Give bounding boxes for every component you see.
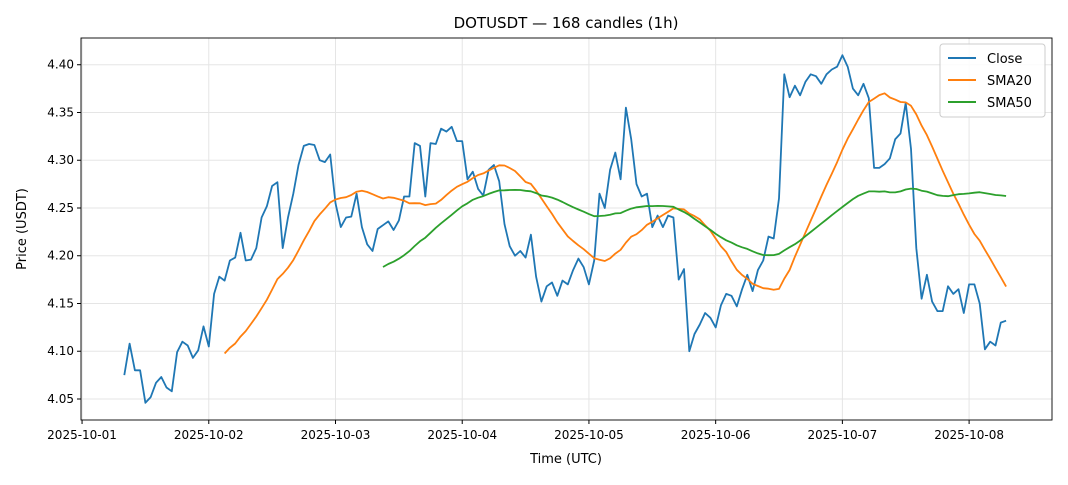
x-tick-label: 2025-10-05 <box>554 428 624 442</box>
series-lines <box>123 54 1007 404</box>
y-tick-label: 4.25 <box>47 201 74 215</box>
x-tick-label: 2025-10-01 <box>47 428 117 442</box>
x-tick-label: 2025-10-03 <box>301 428 371 442</box>
legend: Close SMA20 SMA50 <box>939 43 1046 118</box>
legend-label-sma50: SMA50 <box>987 96 1032 111</box>
x-tick-label: 2025-10-06 <box>681 428 751 442</box>
legend-label-close: Close <box>987 52 1022 67</box>
series-line-sma50 <box>382 187 1007 268</box>
y-tick-label: 4.20 <box>47 249 74 263</box>
y-tick-label: 4.15 <box>47 296 74 310</box>
x-tick-label: 2025-10-08 <box>934 428 1004 442</box>
x-axis-ticks: 2025-10-01 2025-10-02 2025-10-03 2025-10-04… <box>47 420 1004 442</box>
series-line-sma20 <box>223 92 1007 355</box>
y-tick-label: 4.10 <box>47 344 74 358</box>
y-tick-label: 4.30 <box>47 153 74 167</box>
grid <box>81 38 1052 420</box>
y-tick-label: 4.40 <box>47 58 74 72</box>
x-axis-label: Time (UTC) <box>529 452 602 467</box>
y-axis-label: Price (USDT) <box>15 188 30 270</box>
series-line-close <box>123 54 1007 404</box>
x-tick-label: 2025-10-07 <box>808 428 878 442</box>
plot-frame <box>80 37 1053 421</box>
x-tick-label: 2025-10-04 <box>427 428 497 442</box>
y-axis-ticks: 4.05 4.10 4.15 4.20 4.25 4.30 4.35 4.40 <box>47 58 81 406</box>
legend-label-sma20: SMA20 <box>987 74 1032 89</box>
x-tick-label: 2025-10-02 <box>174 428 244 442</box>
chart-title: DOTUSDT — 168 candles (1h) <box>454 14 679 32</box>
y-tick-label: 4.35 <box>47 105 74 119</box>
y-tick-label: 4.05 <box>47 392 74 406</box>
